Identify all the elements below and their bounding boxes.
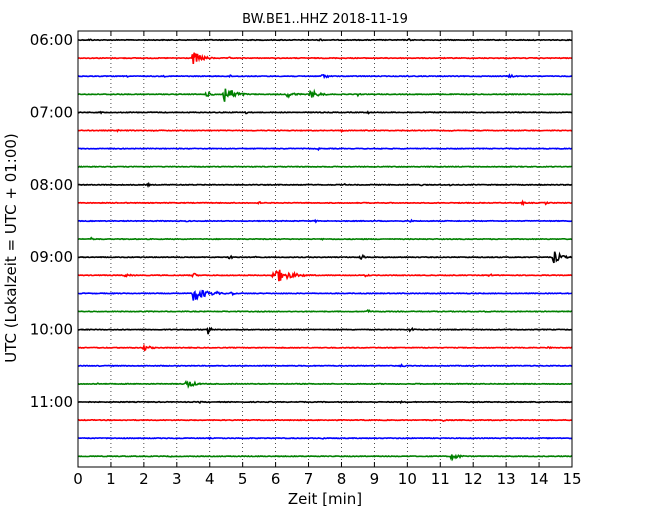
trace-0645 [77, 88, 573, 102]
y-tick-label: 09:00 [30, 248, 73, 266]
trace-1100 [77, 400, 572, 405]
y-tick-label: 08:00 [30, 176, 73, 194]
x-tick-label: 12 [464, 470, 483, 488]
x-tick-label: 0 [73, 470, 83, 488]
trace-0730 [77, 146, 573, 152]
trace-0845 [77, 236, 573, 241]
trace-0800 [77, 181, 573, 188]
x-tick-label: 11 [431, 470, 450, 488]
x-tick-label: 2 [139, 470, 149, 488]
vertical-grid [110, 31, 540, 467]
y-tick-label: 11:00 [30, 393, 73, 411]
x-tick-label: 14 [530, 470, 549, 488]
x-tick-label: 10 [398, 470, 417, 488]
trace-0830 [77, 218, 573, 224]
trace-0615 [77, 52, 573, 64]
y-axis-label: UTC (Lokalzeit = UTC + 01:00) [2, 133, 20, 363]
x-axis-ticks: 0 1 2 3 4 5 6 7 8 9 10 11 12 13 14 15 [73, 31, 582, 488]
trace-0630 [77, 73, 573, 80]
x-tick-label: 1 [106, 470, 116, 488]
x-tick-label: 5 [238, 470, 248, 488]
y-axis-ticks: 06:00 07:00 08:00 09:00 10:00 11:00 [30, 31, 572, 411]
trace-1030 [77, 363, 573, 368]
trace-1045 [77, 380, 573, 389]
y-tick-label: 06:00 [30, 31, 73, 49]
x-tick-label: 4 [205, 470, 215, 488]
x-tick-label: 9 [370, 470, 380, 488]
trace-0700 [77, 110, 573, 115]
trace-0745 [77, 165, 572, 168]
x-tick-label: 7 [304, 470, 314, 488]
y-tick-label: 10:00 [30, 321, 73, 339]
trace-0600 [77, 37, 573, 42]
trace-1130 [78, 436, 573, 441]
trace-0815 [77, 199, 573, 207]
trace-0915 [77, 269, 573, 282]
chart-title: BW.BE1..HHZ 2018-11-19 [242, 12, 408, 27]
x-tick-label: 13 [497, 470, 516, 488]
trace-1115 [77, 418, 573, 422]
trace-0945 [77, 308, 572, 314]
x-tick-label: 6 [271, 470, 281, 488]
trace-1145 [77, 453, 573, 462]
y-tick-label: 07:00 [30, 103, 73, 121]
x-tick-label: 3 [172, 470, 182, 488]
x-tick-label: 15 [562, 470, 581, 488]
plot-frame [77, 30, 573, 468]
trace-0715 [77, 128, 573, 134]
trace-1015 [77, 342, 573, 352]
trace-0930 [77, 289, 573, 301]
x-tick-label: 8 [337, 470, 347, 488]
trace-1000 [78, 326, 573, 335]
trace-0900 [77, 251, 572, 264]
x-axis-label: Zeit [min] [288, 490, 362, 508]
trace-group [77, 37, 573, 462]
